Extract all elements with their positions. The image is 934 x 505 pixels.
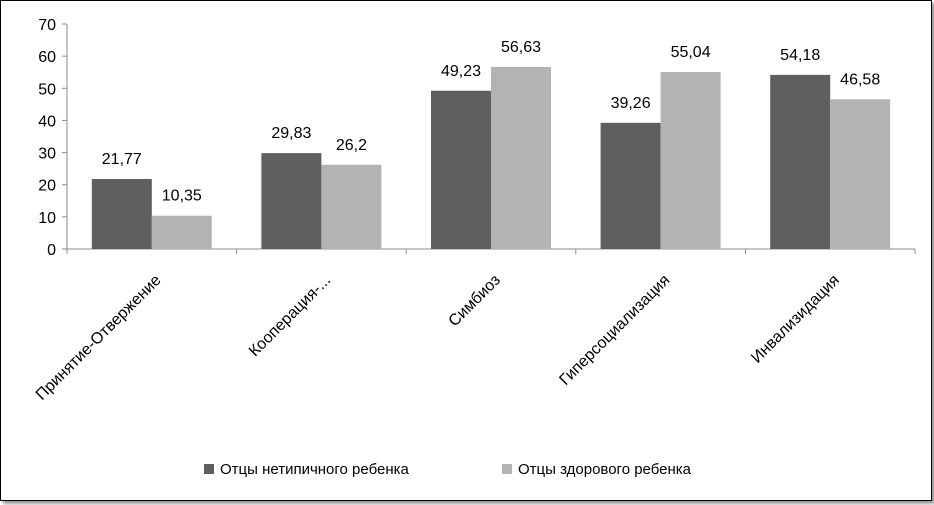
data-label: 21,77	[102, 151, 142, 168]
bar-labels: 21,77 10,35 29,83 26,2 49,23 56,63 39,26 55,04 5…	[102, 39, 881, 205]
bar	[770, 74, 831, 249]
x-tick-label: Кооперация-...	[246, 272, 334, 360]
y-axis: 0 10 20 30 40 50 60 70	[38, 17, 68, 259]
x-labels: Принятие-Отвержение Кооперация-... Симбиоз…	[33, 272, 843, 404]
data-label: 10,35	[162, 188, 202, 205]
data-label: 39,26	[611, 95, 651, 112]
bar	[600, 122, 661, 249]
bars	[91, 66, 891, 250]
data-label: 46,58	[840, 71, 880, 88]
x-tick-label: Инвализидация	[748, 272, 843, 367]
bar	[431, 90, 491, 249]
legend-label: Отцы нетипичного ребенка	[220, 461, 410, 478]
bar	[151, 215, 212, 249]
data-label: 29,83	[271, 125, 311, 142]
data-label: 26,2	[336, 137, 367, 154]
bar	[830, 99, 891, 250]
legend: Отцы нетипичного ребенка Отцы здорового р…	[204, 461, 692, 478]
data-label: 49,23	[441, 63, 481, 80]
y-tick-label: 20	[38, 178, 56, 195]
bar	[660, 72, 721, 249]
y-tick-label: 10	[38, 210, 56, 227]
data-label: 56,63	[501, 39, 541, 56]
y-tick-label: 30	[38, 146, 56, 163]
x-tick-label: Принятие-Отвержение	[33, 272, 165, 404]
y-tick-label: 70	[38, 17, 56, 34]
bar	[321, 164, 382, 249]
data-label: 54,18	[780, 47, 820, 64]
y-tick-label: 0	[47, 242, 56, 259]
x-tick-label: Гиперсоциализация	[556, 272, 673, 389]
bar	[91, 179, 152, 249]
legend-swatch	[502, 464, 512, 474]
x-tick-label: Симбиоз	[446, 272, 504, 330]
y-tick-label: 50	[38, 81, 56, 98]
legend-swatch	[204, 464, 214, 474]
bar	[261, 153, 322, 249]
legend-label: Отцы здорового ребенка	[518, 461, 692, 478]
data-label: 55,04	[671, 44, 711, 61]
y-tick-label: 60	[38, 49, 56, 66]
x-axis	[66, 248, 916, 254]
y-tick-label: 40	[38, 113, 56, 130]
bar	[491, 66, 551, 249]
